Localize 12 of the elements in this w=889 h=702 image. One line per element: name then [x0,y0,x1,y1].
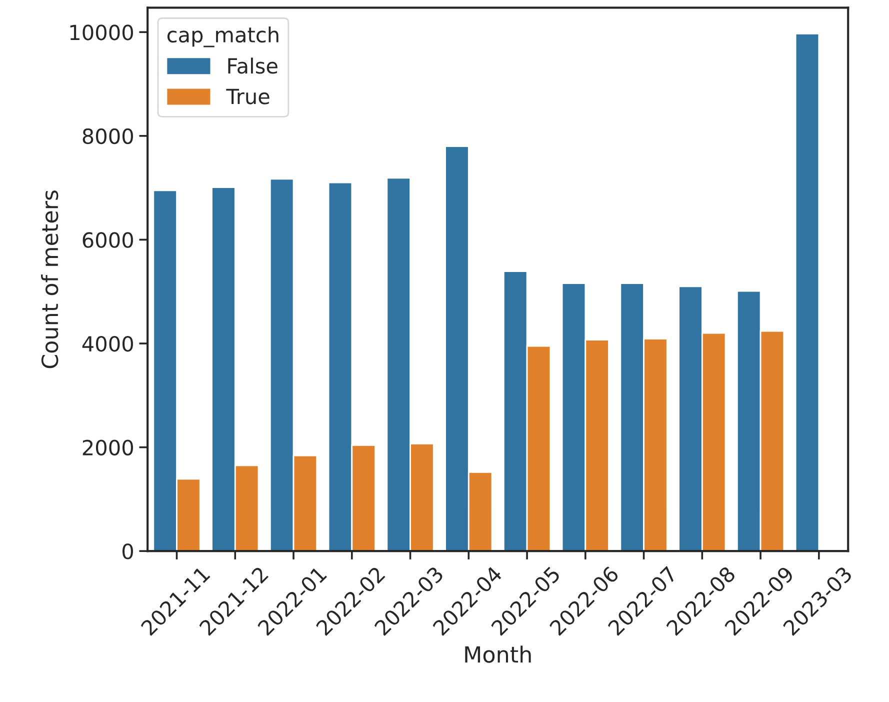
bar [794,32,820,552]
legend-title: cap_match [167,26,278,48]
legend-label: True [226,88,270,104]
y-tick-label: 6000 [82,232,133,248]
y-tick-label: 8000 [82,128,133,144]
x-axis-title: Month [465,646,531,663]
y-tick-label: 0 [122,544,133,560]
y-axis-title: Count of meters [41,190,58,368]
y-tick-label: 4000 [82,336,133,352]
legend-label: False [228,58,278,74]
y-tick-label: 10000 [70,24,133,40]
y-tick-label: 2000 [82,440,133,456]
